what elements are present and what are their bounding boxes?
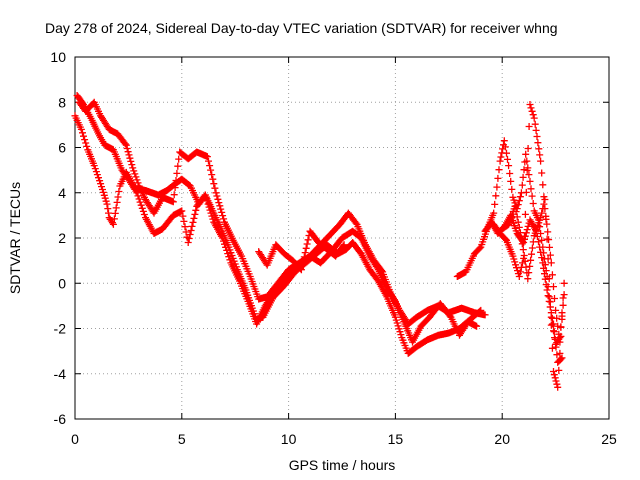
y-tick-label: -6 [54, 411, 67, 427]
series-trace-3 [75, 98, 481, 346]
data-markers-trace-1 [71, 112, 485, 357]
data-markers-trace-3 [75, 98, 481, 346]
x-tick-label: 10 [281, 431, 297, 447]
x-axis-label: GPS time / hours [289, 457, 396, 473]
y-tick-label: -2 [54, 321, 67, 337]
y-tick-label: 6 [58, 140, 66, 156]
tick-marks [74, 56, 610, 420]
y-tick-label: 4 [58, 185, 66, 201]
x-tick-label: 25 [601, 431, 617, 447]
y-tick-label: 8 [58, 94, 66, 110]
x-tick-label: 0 [71, 431, 79, 447]
y-tick-label: 2 [58, 230, 66, 246]
data-markers-trace-8 [498, 196, 566, 391]
series-trace-1 [71, 112, 485, 357]
x-tick-label: 15 [388, 431, 404, 447]
data-points [71, 92, 568, 391]
data-markers-trace-4 [255, 227, 348, 274]
series-trace-4 [255, 227, 348, 274]
series-trace-8 [498, 196, 566, 391]
x-tick-label: 20 [494, 431, 510, 447]
y-tick-label: -4 [54, 366, 67, 382]
x-tick-label: 5 [178, 431, 186, 447]
series-trace-7 [490, 101, 568, 346]
y-axis-label: SDTVAR / TECUs [7, 182, 23, 294]
data-markers-trace-7 [490, 101, 568, 346]
y-tick-label: 0 [58, 275, 66, 291]
y-tick-label: 10 [50, 49, 66, 65]
chart-title: Day 278 of 2024, Sidereal Day-to-day VTE… [45, 20, 558, 36]
tick-labels: 0 5 10 15 20 25 -6 -4 -2 0 2 4 6 8 10 [50, 49, 617, 447]
